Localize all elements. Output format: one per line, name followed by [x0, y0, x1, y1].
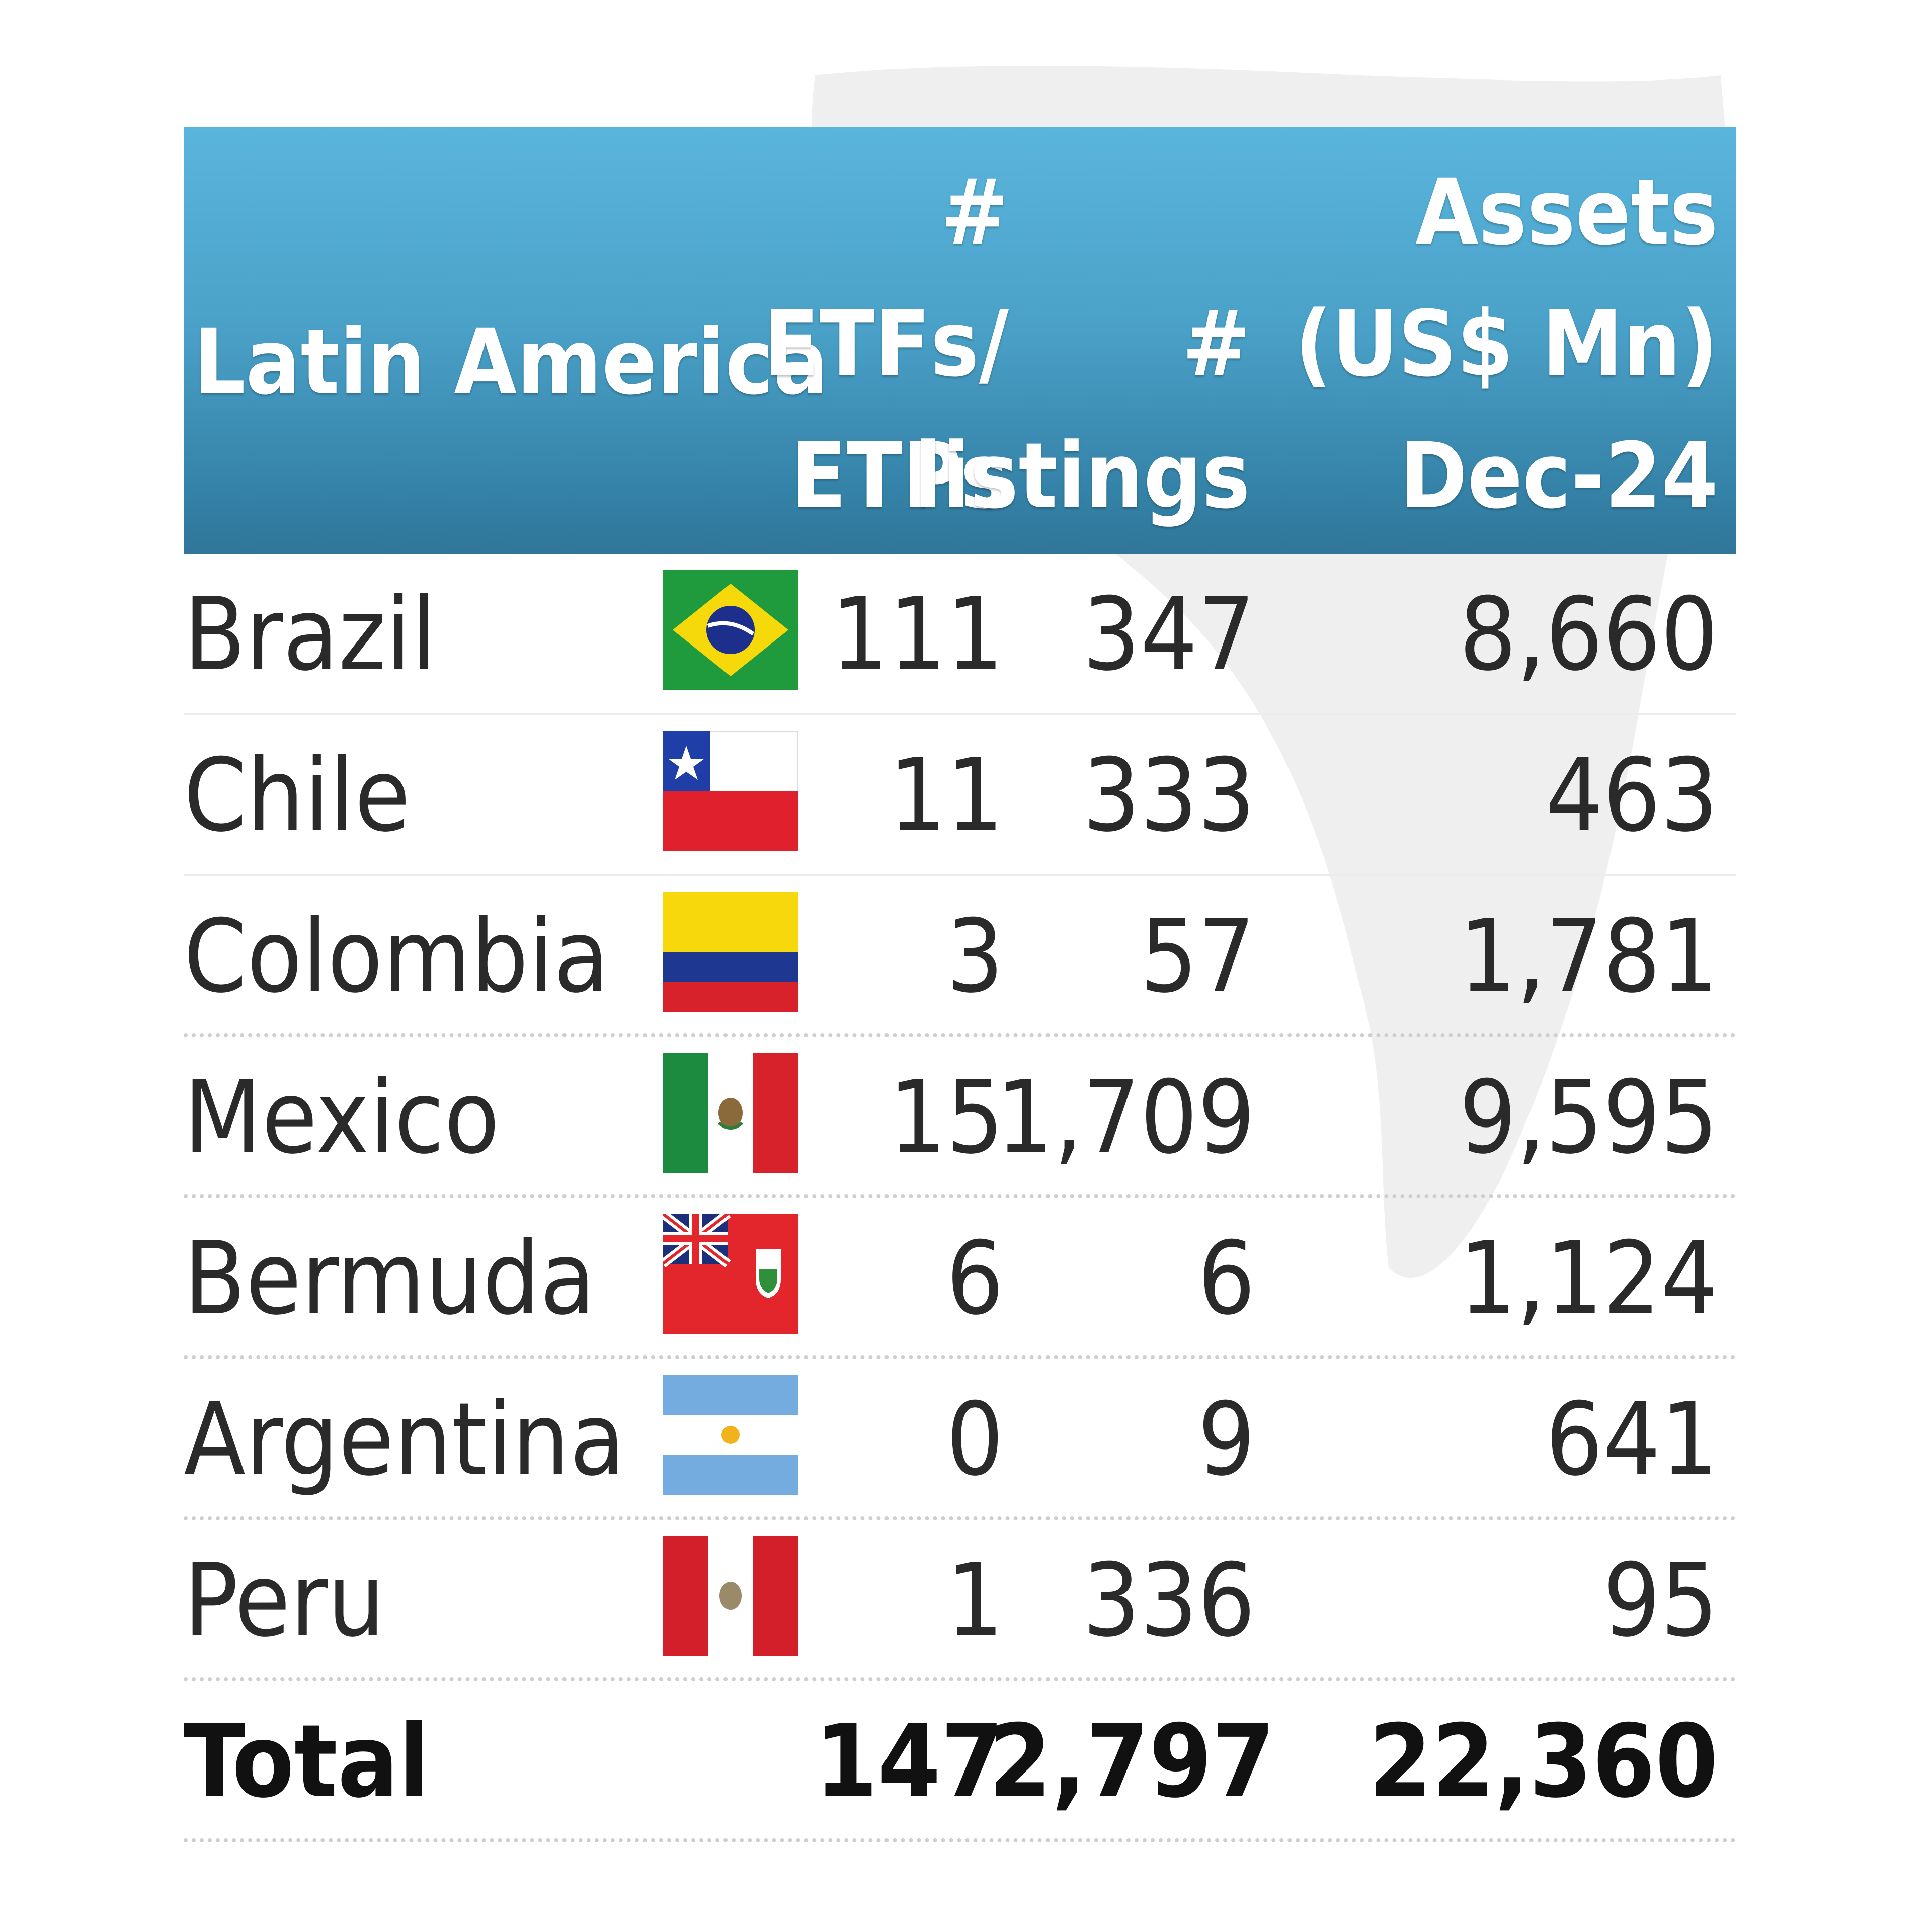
- table-row: Colombia 3 57 1,781: [184, 876, 1736, 1037]
- etf-table: Latin America # ETFs/ ETPs # listings As…: [184, 127, 1736, 1847]
- table-row: Argentina 0 9 641: [184, 1359, 1736, 1520]
- table-row: Brazil 111 347 8,660: [184, 554, 1736, 715]
- country-name: Mexico: [184, 1037, 636, 1198]
- total-row: Total 147 2,797 22,360: [184, 1681, 1736, 1842]
- table-header: Latin America # ETFs/ ETPs # listings As…: [184, 127, 1736, 554]
- total-etfs-value: 147: [737, 1681, 1004, 1842]
- row-divider: [184, 1838, 1736, 1842]
- country-name: Peru: [184, 1520, 636, 1681]
- listings-value: 9: [989, 1359, 1255, 1520]
- listings-value: 333: [989, 715, 1255, 876]
- table-row: Chile 11 333 463: [184, 715, 1736, 876]
- header-region: Latin America: [194, 147, 747, 429]
- etfs-value: 111: [737, 554, 1004, 715]
- etfs-value: 0: [737, 1359, 1004, 1520]
- row-divider: [184, 1033, 1736, 1037]
- header-listings-line1: #: [1182, 279, 1250, 411]
- etfs-value: 1: [737, 1520, 1004, 1681]
- header-assets: Assets (US$ Mn) Dec-24: [1280, 147, 1718, 542]
- row-divider: [184, 1516, 1736, 1520]
- country-name: Bermuda: [184, 1198, 636, 1359]
- assets-value: 95: [1311, 1520, 1718, 1681]
- total-label: Total: [184, 1681, 636, 1842]
- total-listings-value: 2,797: [989, 1681, 1255, 1842]
- assets-value: 9,595: [1311, 1037, 1718, 1198]
- header-assets-line2: (US$ Mn): [1295, 279, 1718, 411]
- table-row: Peru 1 336 95: [184, 1520, 1736, 1681]
- country-name: Colombia: [184, 876, 636, 1037]
- listings-value: 1,709: [989, 1037, 1255, 1198]
- assets-value: 8,660: [1311, 554, 1718, 715]
- assets-value: 641: [1311, 1359, 1718, 1520]
- header-assets-line3: Dec-24: [1400, 411, 1718, 542]
- country-name: Argentina: [184, 1359, 636, 1520]
- assets-value: 1,124: [1311, 1198, 1718, 1359]
- assets-value: 463: [1311, 715, 1718, 876]
- etfs-value: 11: [737, 715, 1004, 876]
- listings-value: 347: [989, 554, 1255, 715]
- row-divider: [184, 1355, 1736, 1359]
- country-name: Brazil: [184, 554, 636, 715]
- header-listings: # listings: [958, 147, 1250, 542]
- row-divider: [184, 1677, 1736, 1681]
- listings-value: 6: [989, 1198, 1255, 1359]
- listings-value: 57: [989, 876, 1255, 1037]
- assets-value: 1,781: [1311, 876, 1718, 1037]
- country-name: Chile: [184, 715, 636, 876]
- etfs-value: 3: [737, 876, 1004, 1037]
- row-divider: [184, 1194, 1736, 1198]
- table-row: Bermuda 6 6 1,124: [184, 1198, 1736, 1359]
- header-assets-line1: Assets: [1415, 147, 1718, 279]
- table-row: Mexico 15 1,709 9,595: [184, 1037, 1736, 1198]
- etfs-value: 15: [737, 1037, 1004, 1198]
- total-assets-value: 22,360: [1311, 1681, 1718, 1842]
- etfs-value: 6: [737, 1198, 1004, 1359]
- listings-value: 336: [989, 1520, 1255, 1681]
- header-listings-line2: listings: [914, 411, 1250, 542]
